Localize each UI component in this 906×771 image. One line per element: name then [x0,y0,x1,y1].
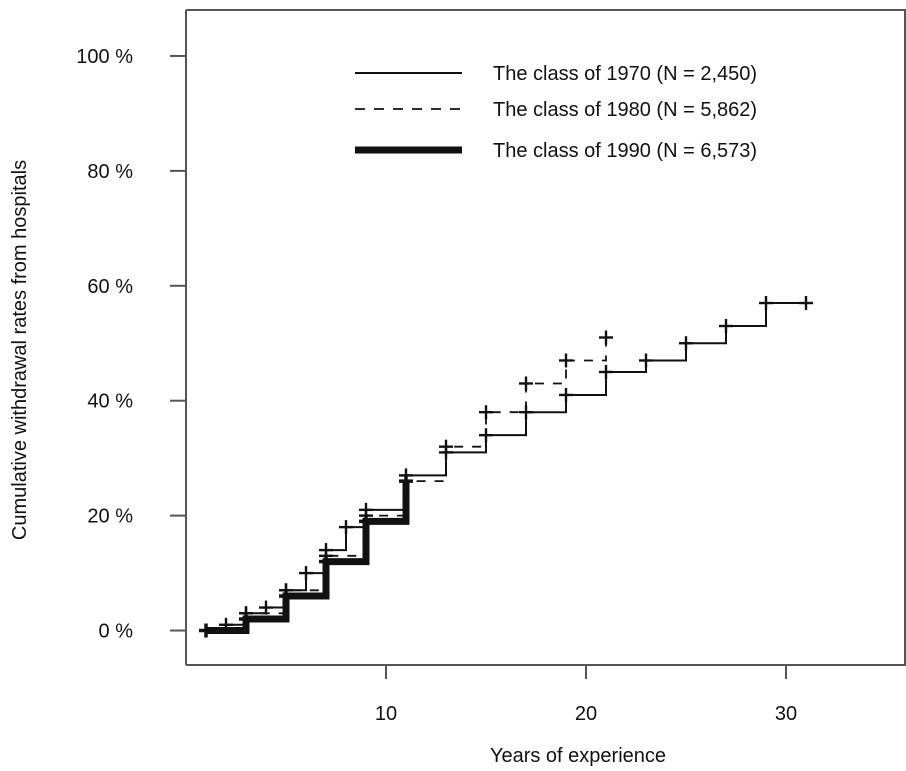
censor-marker [399,474,413,489]
censor-marker [479,405,493,420]
censor-marker [319,548,333,563]
censor-marker [359,508,373,523]
x-tick-label: 20 [575,703,597,725]
y-tick-label: 0 % [99,621,134,643]
y-tick-label: 40 % [87,391,133,413]
legend-label: The class of 1990 (N = 6,573) [493,140,757,162]
legend-item-2: The class of 1990 (N = 6,573) [355,140,757,162]
series-layer [199,296,813,638]
censor-marker [219,617,233,632]
x-axis-title: Years of experience [490,745,666,767]
series-1 [199,330,613,638]
x-tick-label: 10 [375,703,397,725]
censor-marker [439,439,453,454]
axes: 0 % 20 % 40 % 60 % 80 % 100 % 10 20 30 [76,9,906,725]
censor-marker [559,387,573,402]
censor-marker [799,296,813,311]
censor-marker [719,319,733,334]
legend-label: The class of 1970 (N = 2,450) [493,63,757,85]
censor-marker [339,520,353,535]
censor-marker [519,376,533,391]
censor-marker [299,566,313,581]
legend-item-0: The class of 1970 (N = 2,450) [355,63,757,85]
censor-marker [279,583,293,598]
legend-item-1: The class of 1980 (N = 5,862) [355,99,757,121]
y-tick-label: 20 % [87,506,133,528]
censor-marker [599,364,613,379]
series-2 [199,474,413,638]
censor-marker [259,600,273,615]
censor-marker [639,353,653,368]
y-axis-title: Cumulative withdrawal rates from hospita… [9,160,31,540]
x-tick-label: 30 [775,703,797,725]
censor-marker [559,353,573,368]
series-line-2 [206,481,410,635]
censor-marker [199,623,213,638]
censor-marker [599,330,613,345]
censor-marker [679,336,693,351]
y-tick-label: 100 % [76,46,133,68]
y-tick-label: 80 % [87,161,133,183]
censor-marker [239,606,253,621]
legend-label: The class of 1980 (N = 5,862) [493,99,757,121]
series-0 [199,296,813,638]
legend: The class of 1970 (N = 2,450) The class o… [355,63,757,162]
censor-marker [759,296,773,311]
y-tick-label: 60 % [87,276,133,298]
series-line-0 [206,302,806,632]
